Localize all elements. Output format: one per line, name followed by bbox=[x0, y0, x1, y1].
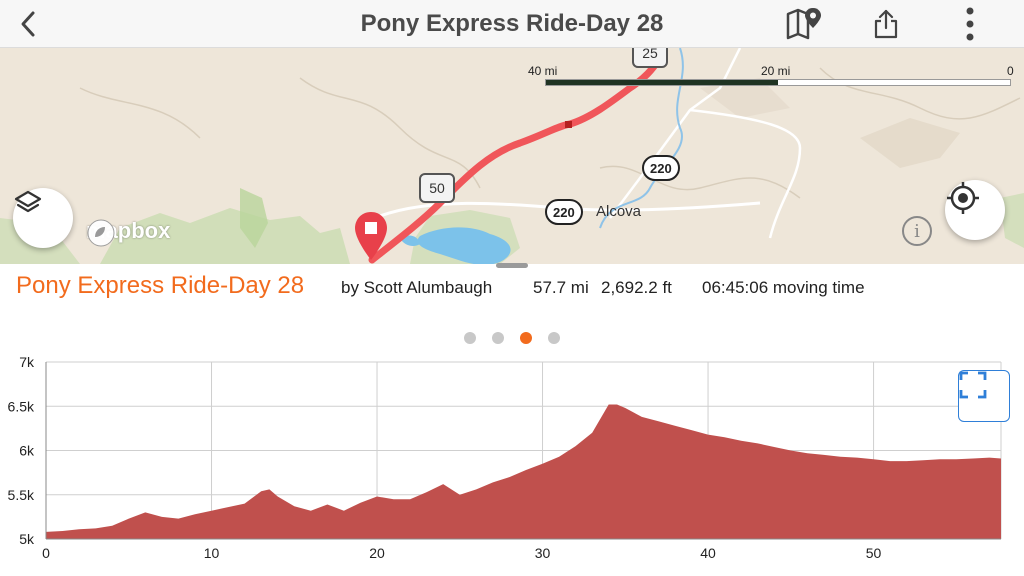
x-tick-label: 30 bbox=[535, 545, 551, 561]
scale-label-0: 0 bbox=[1007, 64, 1014, 78]
elevation-area bbox=[46, 404, 1001, 539]
crosshair-icon bbox=[947, 182, 979, 214]
page-dot[interactable] bbox=[492, 332, 504, 344]
y-tick-label: 5k bbox=[19, 531, 35, 547]
more-vertical-icon bbox=[966, 7, 974, 41]
route-elevation-gain: 2,692.2 ft bbox=[601, 278, 672, 297]
elevation-chart: 5k 5.5k 6k 6.5k 7k 0 10 20 30 40 50 bbox=[0, 350, 1024, 576]
town-label: Alcova bbox=[596, 203, 642, 220]
page-dot[interactable] bbox=[464, 332, 476, 344]
chevron-left-icon bbox=[21, 11, 35, 37]
highway-50-sign: 50 bbox=[419, 173, 455, 203]
scale-label-20: 20 mi bbox=[761, 64, 791, 78]
map-info-button[interactable]: i bbox=[902, 216, 932, 246]
locate-me-button[interactable] bbox=[945, 180, 1005, 240]
y-tick-label: 6.5k bbox=[8, 398, 35, 414]
scale-bar-fill bbox=[546, 80, 778, 85]
more-options-button[interactable] bbox=[952, 0, 988, 48]
scale-bar bbox=[545, 79, 1011, 86]
x-tick-label: 20 bbox=[369, 545, 385, 561]
top-bar: Pony Express Ride-Day 28 bbox=[0, 0, 1024, 48]
route-title: Pony Express Ride-Day 28 bbox=[16, 272, 305, 299]
y-tick-label: 5.5k bbox=[8, 487, 35, 503]
route-220-shield: 220 bbox=[642, 155, 680, 181]
x-tick-label: 10 bbox=[204, 545, 220, 561]
map-marker-icon[interactable] bbox=[352, 210, 390, 262]
page-title: Pony Express Ride-Day 28 bbox=[360, 10, 664, 37]
fullscreen-icon bbox=[959, 371, 987, 399]
y-tick-label: 7k bbox=[19, 354, 35, 370]
route-info: Pony Express Ride-Day 28 by Scott Alumba… bbox=[0, 268, 1024, 308]
drag-handle[interactable] bbox=[496, 263, 528, 268]
share-icon bbox=[874, 9, 898, 39]
route-220-shield: 220 bbox=[545, 199, 583, 225]
route-map[interactable]: 40 mi 20 mi 0 25 50 220 220 Alcova bbox=[0, 48, 1024, 264]
route-moving-time: 06:45:06 moving time bbox=[702, 278, 865, 297]
map-pin-icon bbox=[786, 8, 821, 40]
layers-icon bbox=[14, 190, 42, 213]
x-tick-label: 50 bbox=[866, 545, 882, 561]
elevation-chart-svg: 5k 5.5k 6k 6.5k 7k 0 10 20 30 40 50 bbox=[8, 354, 1002, 561]
page-indicator bbox=[464, 332, 560, 344]
expand-chart-button[interactable] bbox=[958, 370, 1010, 422]
scale-label-40: 40 mi bbox=[528, 64, 558, 78]
page-dot[interactable] bbox=[520, 332, 532, 344]
back-button[interactable] bbox=[8, 0, 48, 48]
x-tick-label: 40 bbox=[700, 545, 716, 561]
map-view-button[interactable] bbox=[780, 0, 828, 48]
route-distance: 57.7 mi bbox=[533, 278, 589, 297]
x-tick-label: 0 bbox=[42, 545, 50, 561]
route-author: by Scott Alumbaugh bbox=[341, 278, 493, 297]
y-tick-label: 6k bbox=[19, 443, 35, 459]
map-scale: 40 mi 20 mi 0 bbox=[528, 62, 1014, 92]
share-button[interactable] bbox=[864, 0, 908, 48]
highway-25-sign: 25 bbox=[632, 48, 668, 68]
page-dot[interactable] bbox=[548, 332, 560, 344]
mapbox-logo: mapbox bbox=[86, 218, 170, 247]
mapbox-logo-icon bbox=[87, 219, 115, 247]
info-icon: i bbox=[914, 220, 920, 242]
layers-button[interactable] bbox=[13, 188, 73, 248]
